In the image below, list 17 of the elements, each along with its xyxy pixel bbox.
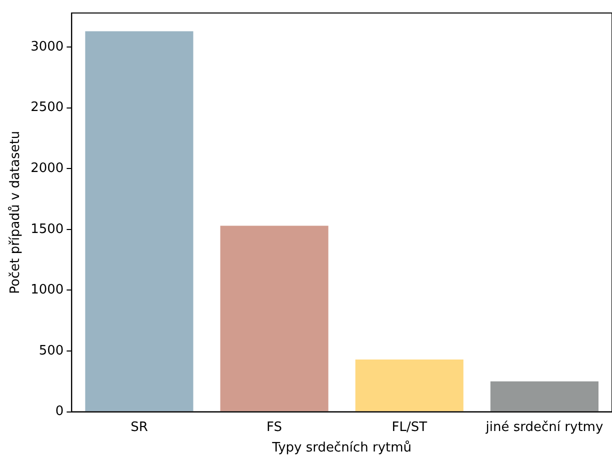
bar (490, 381, 598, 412)
x-tick-label: FS (266, 420, 282, 435)
bar (220, 226, 328, 412)
x-tick-label: jiné srdeční rytmy (484, 420, 604, 435)
x-tick-label: SR (130, 420, 148, 435)
y-axis-title: Počet případů v datasetu (7, 130, 24, 294)
x-tick-label: FL/ST (392, 420, 428, 435)
bar (355, 360, 464, 412)
bar (85, 31, 194, 412)
y-tick-label: 500 (38, 343, 64, 358)
x-axis-title: Typy srdečních rytmů (271, 440, 412, 456)
y-tick-label: 0 (55, 404, 64, 420)
y-tick-label: 2500 (30, 100, 64, 116)
y-tick-label: 1000 (30, 282, 64, 298)
y-tick-label: 1500 (30, 222, 64, 237)
y-tick-label: 3000 (30, 39, 64, 54)
y-tick-label: 2000 (30, 161, 64, 176)
